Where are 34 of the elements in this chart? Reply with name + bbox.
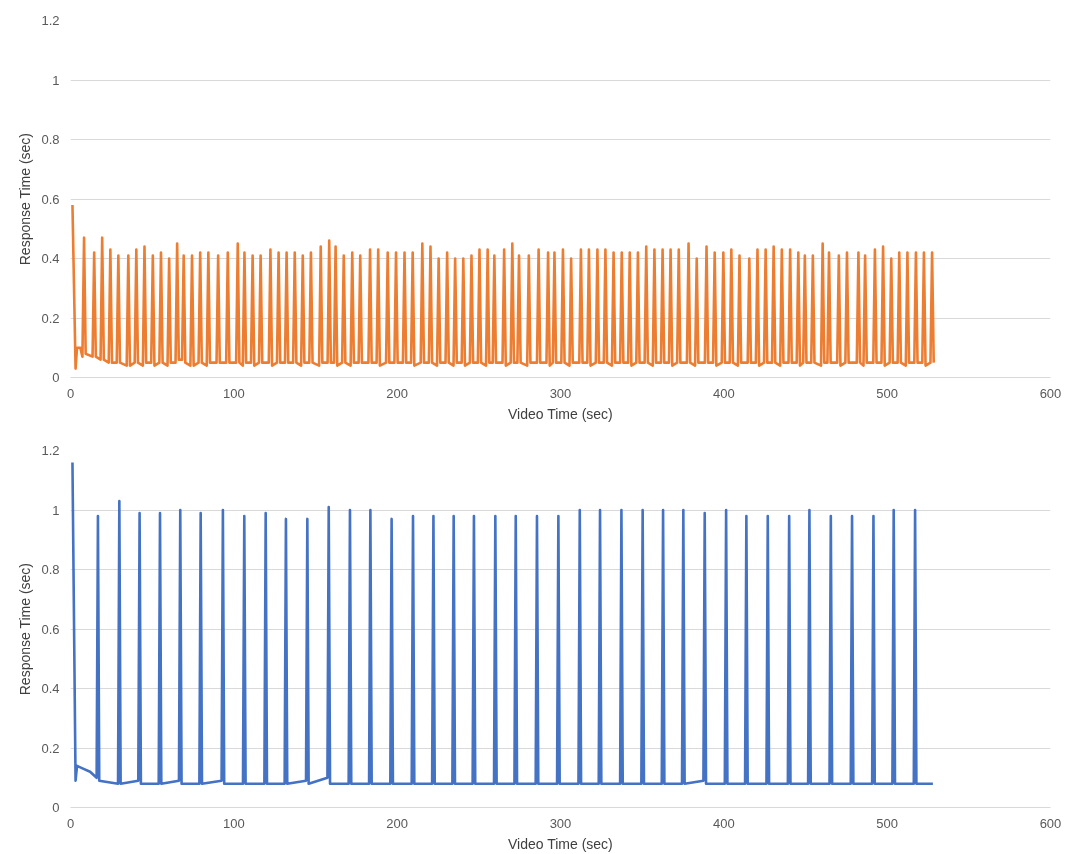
x-tick-label: 100 (222, 815, 245, 831)
y-tick-label: 0.6 (41, 191, 60, 207)
y-tick-label: 1 (52, 502, 60, 518)
y-tick-label: 0 (52, 800, 60, 815)
y-tick-label: 0.2 (41, 740, 60, 756)
y-tick-label: 1.2 (41, 443, 60, 458)
y-axis-title: Response Time (sec) (17, 562, 34, 696)
x-tick-label: 300 (549, 815, 572, 831)
y-tick-label: 1 (52, 72, 60, 88)
line-series (71, 203, 936, 370)
x-axis-title: Video Time (sec) (507, 405, 613, 422)
x-tick-label: 0 (66, 815, 75, 831)
x-tick-label: 400 (712, 385, 735, 401)
x-axis-title: Video Time (sec) (507, 835, 613, 852)
y-tick-label: 0.8 (41, 132, 60, 147)
x-tick-label: 300 (549, 385, 572, 401)
y-tick-label: 1.2 (41, 13, 60, 28)
x-tick-label: 0 (66, 385, 75, 401)
y-tick-label: 0.8 (41, 562, 60, 577)
x-tick-label: 600 (1039, 385, 1062, 401)
x-tick-label: 100 (222, 385, 245, 401)
x-tick-label: 500 (876, 815, 899, 831)
x-tick-label: 200 (386, 385, 409, 401)
line-series (71, 461, 935, 785)
y-axis-title: Response Time (sec) (17, 132, 34, 266)
x-tick-label: 200 (386, 815, 409, 831)
y-tick-label: 0.4 (41, 251, 60, 266)
x-tick-label: 400 (712, 815, 735, 831)
x-tick-label: 500 (876, 385, 899, 401)
y-tick-label: 0.4 (41, 681, 60, 696)
y-tick-label: 0 (52, 370, 60, 385)
x-tick-label: 600 (1039, 815, 1062, 831)
y-tick-label: 0.2 (41, 310, 60, 326)
y-tick-label: 0.6 (41, 621, 60, 637)
